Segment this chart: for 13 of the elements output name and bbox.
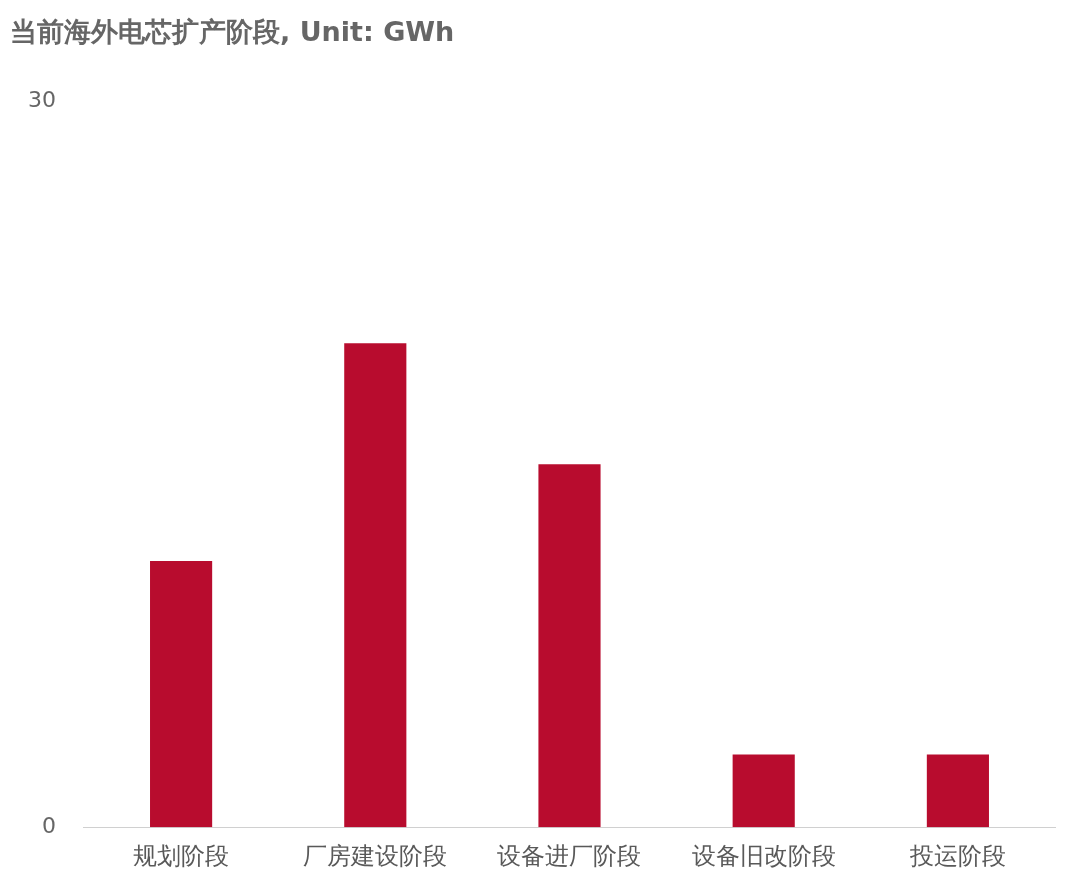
x-tick-label: 投运阶段	[908, 841, 1006, 870]
bar	[344, 343, 407, 828]
x-tick-label: 厂房建设阶段	[303, 841, 448, 870]
y-tick-label: 0	[41, 812, 56, 838]
bar	[732, 754, 795, 828]
x-tick-label: 设备旧改阶段	[691, 841, 836, 870]
bar	[538, 464, 601, 828]
x-tick-label: 规划阶段	[133, 841, 230, 870]
bar	[150, 561, 213, 828]
chart-title: 当前海外电芯扩产阶段, Unit: GWh	[10, 15, 455, 49]
y-tick-label: 30	[27, 86, 56, 112]
bar	[926, 754, 989, 828]
x-tick-label: 设备进厂阶段	[497, 841, 642, 870]
